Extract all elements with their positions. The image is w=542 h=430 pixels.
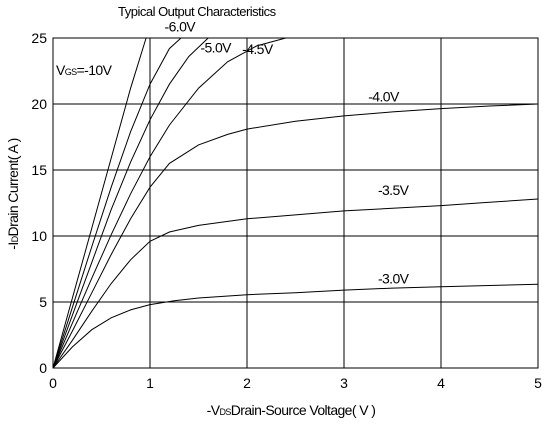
y-tick-label: 10 <box>31 228 47 244</box>
curve-line <box>52 103 539 369</box>
vgs-subscript: GS <box>64 67 77 77</box>
ylabel-rest: Drain Current( A ) <box>5 138 21 237</box>
vgs-label: VGS=-10V <box>56 62 112 78</box>
x-tick-label: 5 <box>534 375 542 391</box>
curve-line <box>52 37 286 369</box>
curve-line <box>52 37 182 369</box>
xlabel-subscript: DS <box>219 407 231 417</box>
curve-label: -4.0V <box>368 88 400 104</box>
curve-line <box>52 37 147 369</box>
curve-label: -3.0V <box>378 271 410 287</box>
y-tick-label: 25 <box>31 30 47 46</box>
curve-line <box>52 283 539 369</box>
tick-labels: 0 1 2 3 4 5 0 5 10 15 20 25 <box>31 30 542 391</box>
y-axis-label: -IDDrain Current( A ) <box>5 109 21 279</box>
xlabel-prefix: -V <box>206 402 220 418</box>
x-tick-label: 0 <box>49 375 57 391</box>
ylabel-subscript: D <box>10 236 20 243</box>
curve-label: -6.0V <box>165 18 197 34</box>
x-tick-label: 4 <box>437 375 445 391</box>
plot-frame <box>52 37 539 369</box>
vgs-prefix: V <box>56 62 65 78</box>
curve-label: -4.5V <box>242 41 274 57</box>
curve-line <box>52 198 539 369</box>
x-axis-label: -VDSDrain-Source Voltage( V ) <box>0 402 542 418</box>
y-tick-label: 0 <box>39 360 47 376</box>
curve-label: -3.5V <box>378 182 410 198</box>
y-tick-label: 5 <box>39 294 47 310</box>
curve-line <box>52 37 209 369</box>
chart-title: Typical Output Characteristics <box>118 4 276 19</box>
ylabel-prefix: -I <box>5 242 21 250</box>
curve-label: -5.0V <box>200 40 232 56</box>
curve-labels: -3.0V -3.5V -4.0V -4.5V -5.0V-6.0V <box>165 18 411 287</box>
x-tick-label: 2 <box>243 375 251 391</box>
y-tick-label: 15 <box>31 162 47 178</box>
vgs-value: =-10V <box>76 62 112 78</box>
y-tick-label: 20 <box>31 96 47 112</box>
x-tick-label: 1 <box>146 375 154 391</box>
xlabel-rest: Drain-Source Voltage( V ) <box>230 402 376 418</box>
x-tick-label: 3 <box>340 375 348 391</box>
curves <box>52 37 539 369</box>
